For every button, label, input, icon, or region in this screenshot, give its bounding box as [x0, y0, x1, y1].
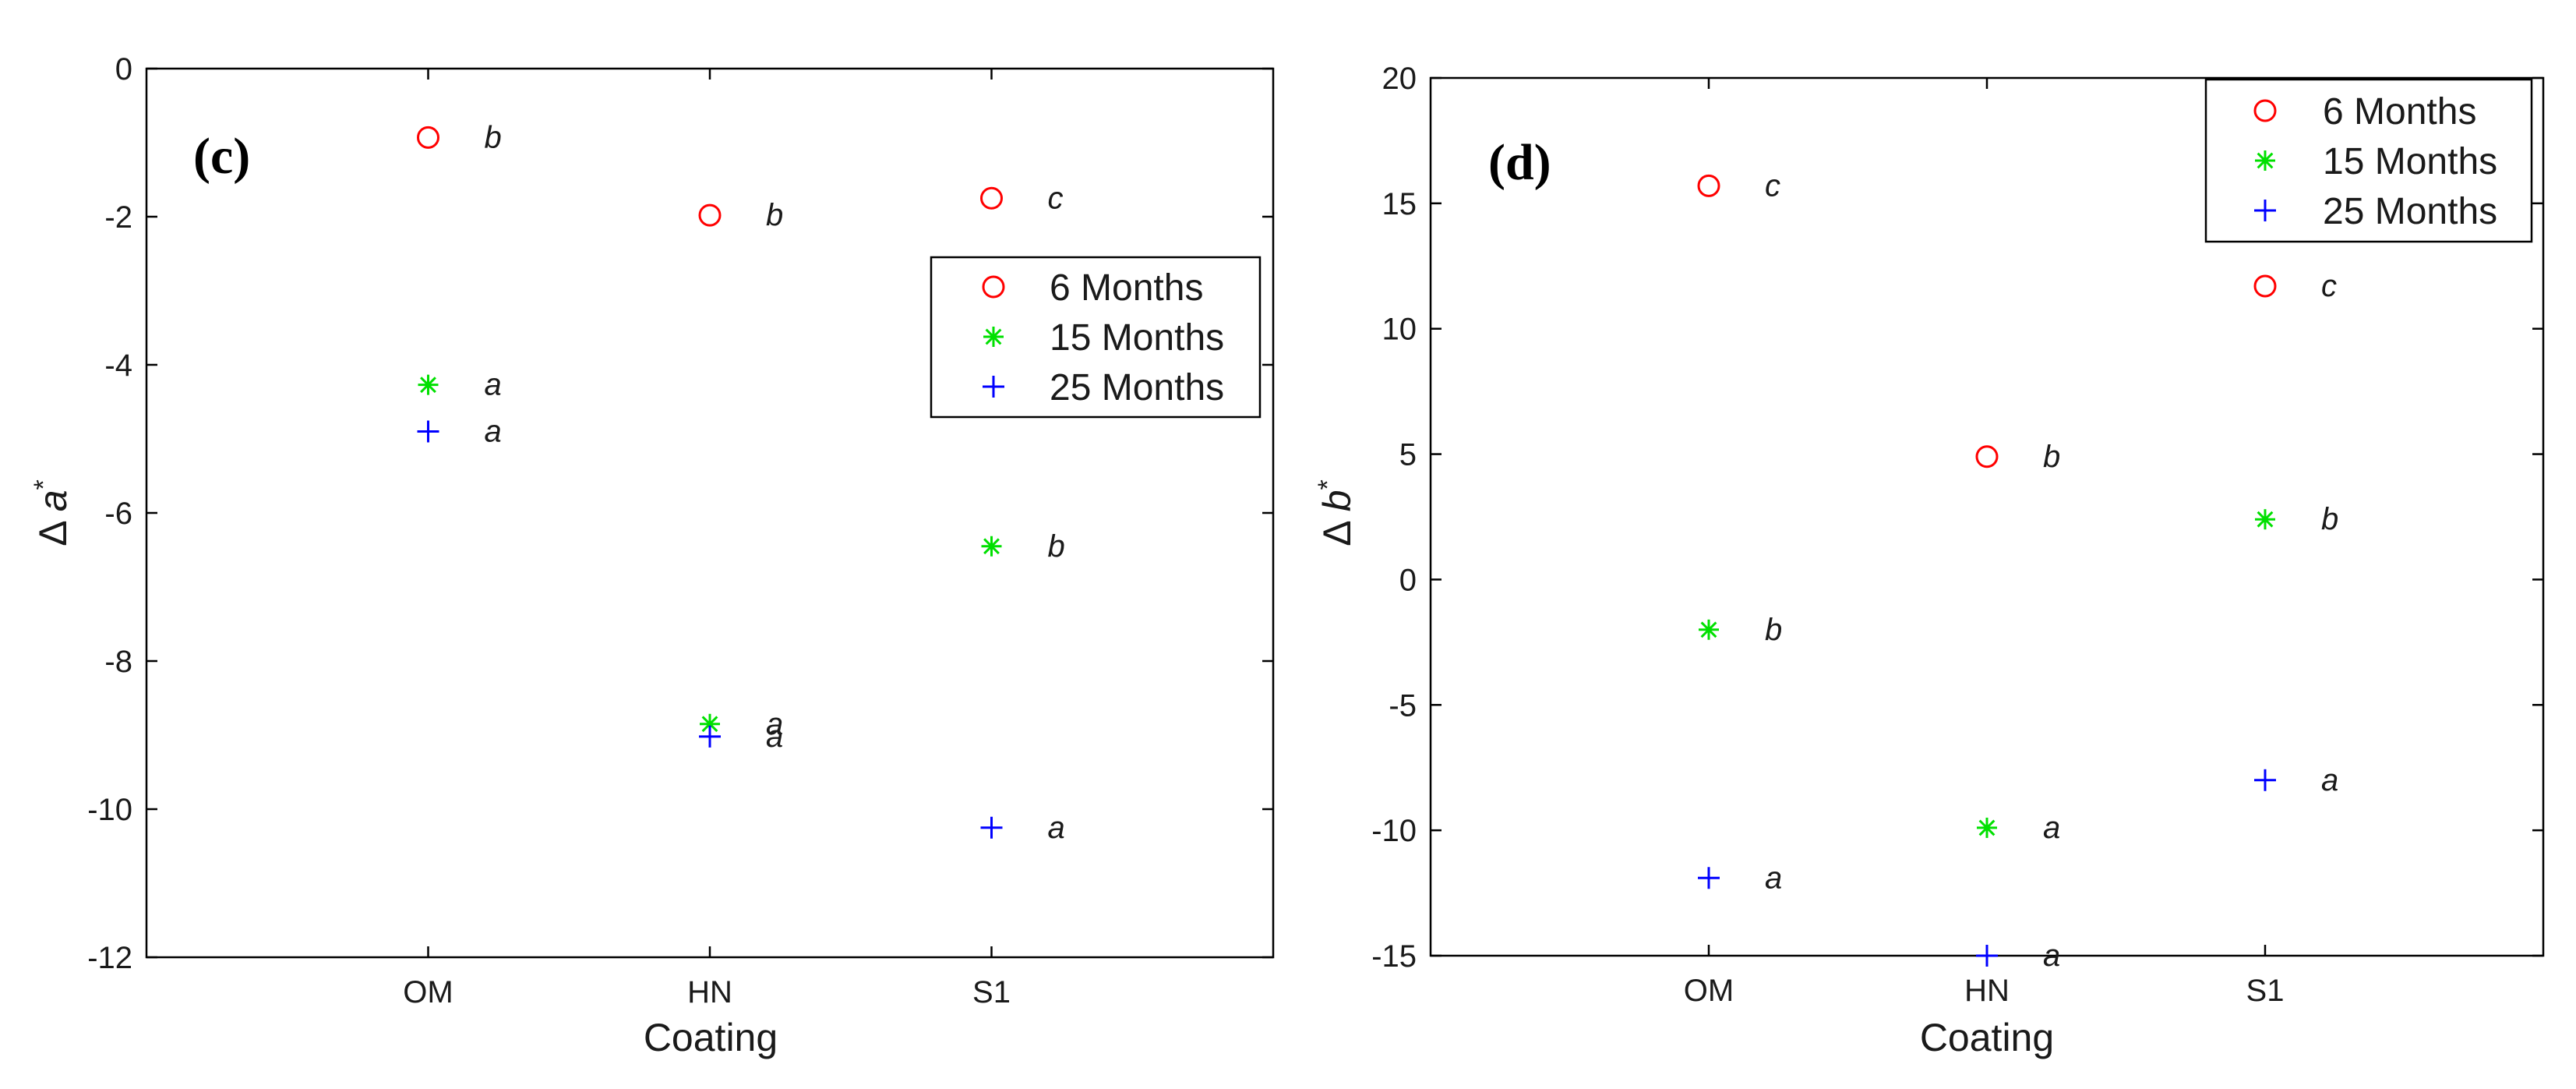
x-axis-label: Coating	[644, 1016, 778, 1059]
x-tick-label-om: OM	[1684, 974, 1734, 1008]
x-tick-label-om: OM	[403, 975, 453, 1009]
legend-label: 6 Months	[2323, 91, 2476, 133]
significance-letter: b	[485, 120, 502, 154]
significance-letter: a	[1765, 861, 1782, 895]
x-tick-label-hn: HN	[687, 975, 732, 1009]
x-tick-labels: OM HN S1	[403, 975, 1011, 1009]
legend-marker-plus-icon	[983, 376, 1004, 398]
data-point-25-months	[1698, 867, 1720, 889]
y-tick-labels: 0 -2 -4 -6 -8 -10 -12	[87, 52, 132, 975]
data-point-15-months	[1699, 619, 1719, 640]
y-axis-label-superscript: *	[1313, 479, 1343, 490]
y-tick-label: -5	[1389, 688, 1417, 723]
panel-label: (d)	[1488, 134, 1551, 191]
data-point-6-months	[1697, 174, 1720, 197]
y-tick-label: -10	[1371, 814, 1417, 848]
data-point-15-months	[418, 374, 439, 395]
significance-letter: b	[1048, 529, 1065, 564]
y-tick-label: -12	[87, 941, 132, 975]
significance-letter: a	[485, 415, 502, 449]
significance-letter: b	[2043, 440, 2060, 474]
significance-letter: a	[2321, 763, 2338, 797]
data-point-25-months	[2254, 769, 2276, 791]
y-tick-label: 15	[1382, 187, 1417, 221]
data-point-15-months	[981, 536, 1002, 557]
legend-marker-asterisk-icon	[2255, 150, 2275, 171]
legend: 6 Months 15 Months 25 Months	[2204, 78, 2533, 243]
data-point-15-months	[700, 713, 720, 734]
panel-d: 20 15 10 5 0 -5 -10 -15 OM HN S1 c b c b a b a a a (d) Co…	[1313, 62, 2545, 1059]
y-axis-label-symbol: Δ	[31, 522, 75, 546]
data-points	[1697, 174, 2277, 967]
x-tick-labels: OM HN S1	[1684, 974, 2285, 1008]
data-point-6-months	[1975, 445, 1999, 468]
y-tick-labels: 20 15 10 5 0 -5 -10 -15	[1371, 62, 1417, 974]
legend: 6 Months 15 Months 25 Months	[930, 256, 1262, 419]
y-axis-label-variable: b	[1315, 490, 1359, 511]
legend-marker-plus-icon	[2254, 200, 2276, 221]
data-point-25-months	[980, 816, 1003, 839]
data-points	[417, 126, 1003, 839]
legend-marker-asterisk-icon	[983, 327, 1004, 347]
y-tick-label: 10	[1382, 313, 1417, 347]
panel-label: (c)	[193, 128, 250, 185]
significance-letter: a	[485, 368, 502, 402]
y-ticks	[1431, 76, 2543, 957]
y-tick-label: -6	[104, 497, 132, 531]
y-axis-label-variable: a	[31, 490, 75, 511]
y-tick-label: 5	[1399, 438, 1417, 472]
data-point-6-months	[980, 186, 1003, 210]
data-point-15-months	[2255, 509, 2275, 530]
significance-letters: c b c b a b a a a	[1765, 168, 2338, 973]
y-tick-label: -2	[104, 200, 132, 235]
y-tick-label: -4	[104, 348, 132, 383]
significance-letter: b	[1765, 613, 1782, 647]
y-tick-label: -8	[104, 645, 132, 679]
significance-letter: c	[1765, 168, 1780, 203]
significance-letter: a	[766, 720, 783, 754]
significance-letter: b	[766, 198, 783, 232]
legend-label: 25 Months	[2323, 191, 2497, 232]
y-ticks	[146, 67, 1273, 959]
significance-letter: c	[1048, 181, 1064, 215]
x-tick-label-s1: S1	[972, 975, 1011, 1009]
axes-box	[145, 67, 1275, 959]
legend-label: 15 Months	[2323, 141, 2497, 182]
significance-letter: a	[2043, 939, 2060, 973]
legend-label: 25 Months	[1050, 367, 1224, 408]
data-point-15-months	[1977, 817, 1997, 838]
y-axis-label: Δ a*	[29, 479, 75, 546]
x-tick-label-s1: S1	[2246, 974, 2285, 1008]
data-point-6-months	[417, 126, 439, 149]
y-tick-label: -15	[1371, 939, 1417, 974]
significance-letter: a	[766, 707, 783, 741]
y-tick-label: 0	[1399, 563, 1417, 597]
data-point-25-months	[1976, 945, 1998, 967]
y-axis-label-superscript: *	[29, 479, 58, 490]
y-axis-label-symbol: Δ	[1315, 522, 1359, 546]
x-tick-label-hn: HN	[1964, 974, 2010, 1008]
legend-marker-circle-icon	[2253, 99, 2277, 122]
y-tick-label: 20	[1382, 62, 1417, 96]
data-point-25-months	[699, 725, 721, 748]
y-axis-label: Δ b*	[1313, 479, 1359, 546]
significance-letter: b	[2321, 502, 2338, 536]
significance-letter: a	[1048, 811, 1065, 845]
y-tick-label: -10	[87, 793, 132, 827]
y-tick-label: 0	[115, 52, 132, 87]
significance-letter: c	[2321, 269, 2337, 303]
data-point-6-months	[698, 203, 722, 227]
legend-label: 15 Months	[1050, 317, 1224, 359]
x-axis-label: Coating	[1920, 1016, 2054, 1059]
data-point-25-months	[417, 420, 439, 443]
legend-marker-circle-icon	[982, 275, 1005, 299]
significance-letter: a	[2043, 811, 2060, 845]
x-ticks	[427, 69, 993, 957]
data-point-6-months	[2253, 274, 2277, 298]
legend-label: 6 Months	[1050, 267, 1203, 309]
